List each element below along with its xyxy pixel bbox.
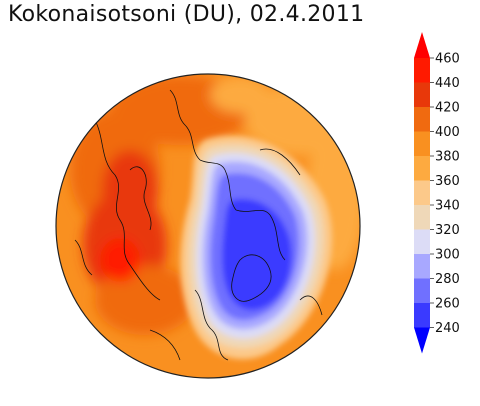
- ozone-field: [56, 74, 360, 378]
- legend-arrow-bottom: [414, 327, 430, 354]
- legend-tick-label: 240: [435, 321, 460, 336]
- legend-tick-label: 300: [435, 248, 460, 263]
- legend-arrow-top: [414, 32, 430, 58]
- legend-tick-label: 460: [435, 52, 460, 67]
- legend-color-box: [414, 205, 430, 230]
- legend-color-box: [414, 107, 430, 132]
- color-scale-ticks: 460 440 420 400 380 360 340 320 300 280 260 240: [430, 52, 460, 336]
- legend-color-box: [414, 278, 430, 304]
- map-boundary: [55, 73, 361, 379]
- legend-tick-label: 380: [435, 150, 460, 165]
- legend-tick-label: 320: [435, 223, 460, 238]
- legend-color-box: [414, 58, 430, 83]
- legend-tick-label: 340: [435, 199, 460, 214]
- legend-color-box: [414, 180, 430, 206]
- color-scale-boxes: [414, 32, 430, 354]
- legend-color-box: [414, 254, 430, 279]
- map-title: Kokonaisotsoni (DU), 02.4.2011: [8, 2, 365, 27]
- coastlines: [74, 89, 323, 361]
- legend-tick-label: 260: [435, 297, 460, 312]
- legend-color-box: [414, 82, 430, 108]
- legend-tick-label: 280: [435, 272, 460, 287]
- legend-color-box: [414, 156, 430, 181]
- legend-tick-label: 440: [435, 76, 460, 91]
- legend-tick-label: 400: [435, 125, 460, 140]
- legend-color-box: [414, 131, 430, 157]
- legend-color-box: [414, 229, 430, 255]
- legend-color-box: [414, 303, 430, 328]
- legend-tick-label: 420: [435, 101, 460, 116]
- legend-tick-label: 360: [435, 174, 460, 189]
